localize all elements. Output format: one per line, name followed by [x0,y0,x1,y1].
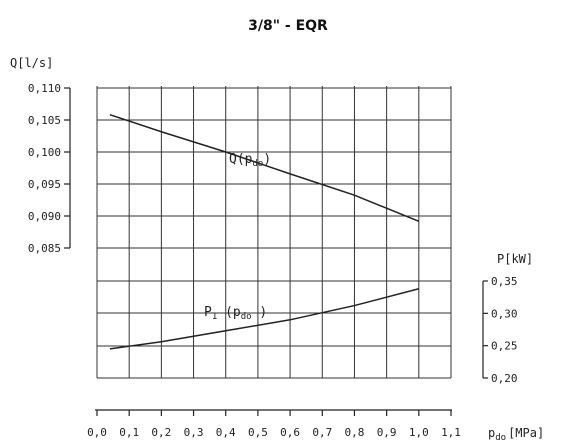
right-tick-label: 0,35 [491,275,518,288]
chart-title: 3/8" - EQR [248,18,328,34]
x-tick-label: 1,1 [441,426,461,439]
x-tick-label: 0,8 [345,426,365,439]
left-tick-label: 0,085 [28,242,61,255]
right-tick-label: 0,25 [491,340,518,353]
x-tick-label: 0,3 [184,426,204,439]
x-tick-label: 0,6 [280,426,300,439]
left-tick-label: 0,105 [28,114,61,127]
x-tick-label: 0,1 [119,426,139,439]
x-tick-label: 0,5 [248,426,268,439]
x-tick-label: 0,9 [377,426,397,439]
axes [64,87,488,416]
x-tick-label: 0,7 [312,426,332,439]
left-tick-label: 0,095 [28,178,61,191]
tick-labels: 0,110 0,105 0,100 0,095 0,090 0,085 0,35 0,30 0,… [28,82,518,439]
series-line-p1 [109,288,420,350]
series-line-q [109,113,420,223]
series-label-q: Q(pdo) [229,152,271,169]
x-tick-label: 0,0 [87,426,107,439]
right-axis-label: P[kW] [497,252,533,266]
x-tick-label: 0,2 [151,426,171,439]
left-tick-label: 0,100 [28,146,61,159]
curves [109,113,420,350]
right-tick-label: 0,30 [491,307,518,320]
left-tick-label: 0,110 [28,82,61,95]
series-label-p1: P1 (pdo ) [204,305,267,322]
x-tick-label: 1,0 [409,426,429,439]
x-tick-label: 0,4 [216,426,236,439]
grid [96,86,452,379]
left-tick-label: 0,090 [28,210,61,223]
left-axis-label: Q[l/s] [10,56,53,70]
right-tick-label: 0,20 [491,372,518,385]
x-axis-label: pdo [MPa] [488,426,544,441]
